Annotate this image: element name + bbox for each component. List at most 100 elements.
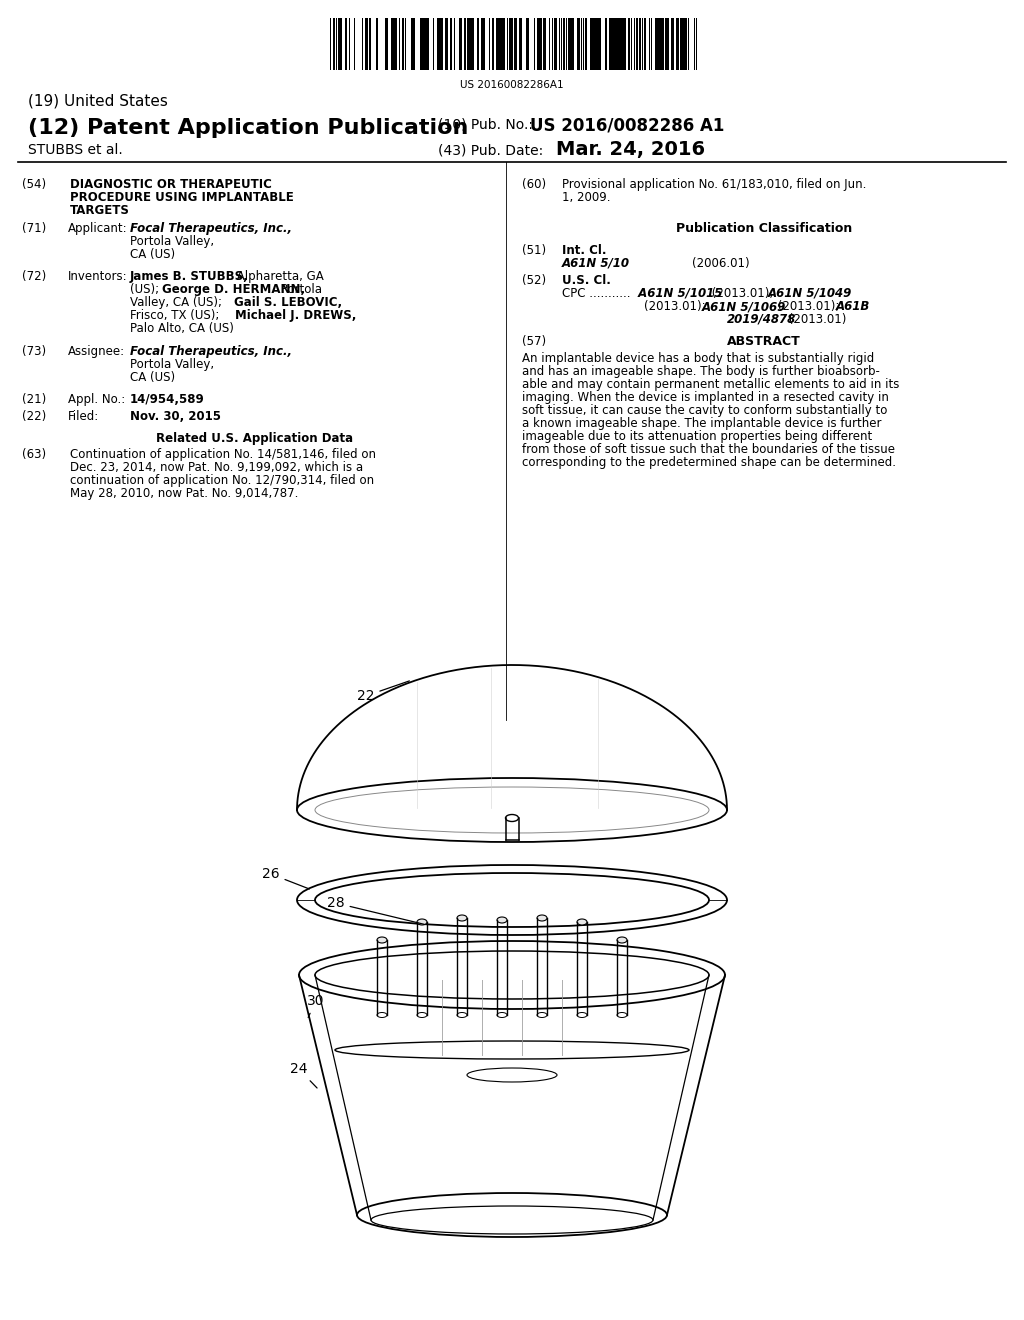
Text: Michael J. DREWS,: Michael J. DREWS,: [234, 309, 356, 322]
Bar: [420, 18, 422, 70]
Text: May 28, 2010, now Pat. No. 9,014,787.: May 28, 2010, now Pat. No. 9,014,787.: [70, 487, 298, 500]
Text: (US);: (US);: [130, 282, 163, 296]
Bar: [654, 18, 656, 70]
Bar: [570, 18, 571, 70]
Bar: [526, 18, 528, 70]
Text: CA (US): CA (US): [130, 248, 175, 261]
Text: (12) Patent Application Publication: (12) Patent Application Publication: [28, 117, 468, 139]
Bar: [623, 18, 624, 70]
Ellipse shape: [417, 919, 427, 925]
Bar: [677, 18, 678, 70]
Bar: [539, 18, 543, 70]
Bar: [610, 18, 613, 70]
Bar: [499, 18, 502, 70]
Text: Appl. No.:: Appl. No.:: [68, 393, 125, 407]
Bar: [578, 18, 579, 70]
Bar: [366, 18, 368, 70]
Text: Filed:: Filed:: [68, 411, 99, 422]
Bar: [680, 18, 681, 70]
Text: Publication Classification: Publication Classification: [676, 222, 852, 235]
Bar: [440, 18, 443, 70]
Bar: [625, 18, 626, 70]
Bar: [681, 18, 683, 70]
Bar: [644, 18, 645, 70]
Text: Portola: Portola: [278, 282, 322, 296]
Text: Portola Valley,: Portola Valley,: [130, 358, 214, 371]
Text: (60): (60): [522, 178, 546, 191]
Bar: [437, 18, 438, 70]
Bar: [662, 18, 664, 70]
Bar: [401, 18, 402, 70]
Bar: [515, 18, 517, 70]
Bar: [507, 18, 508, 70]
Bar: [511, 18, 512, 70]
Bar: [563, 18, 564, 70]
Text: 14/954,589: 14/954,589: [130, 393, 205, 407]
Text: Frisco, TX (US);: Frisco, TX (US);: [130, 309, 223, 322]
Bar: [502, 18, 504, 70]
Text: ABSTRACT: ABSTRACT: [727, 335, 801, 348]
Bar: [469, 18, 470, 70]
Bar: [366, 18, 368, 70]
Bar: [412, 18, 414, 70]
Bar: [502, 18, 505, 70]
Text: (2013.01): (2013.01): [785, 313, 847, 326]
Text: (19) United States: (19) United States: [28, 92, 168, 108]
Text: (52): (52): [522, 275, 546, 286]
Text: Dec. 23, 2014, now Pat. No. 9,199,092, which is a: Dec. 23, 2014, now Pat. No. 9,199,092, w…: [70, 461, 364, 474]
Ellipse shape: [537, 915, 547, 921]
Text: U.S. Cl.: U.S. Cl.: [562, 275, 611, 286]
Bar: [450, 18, 453, 70]
Text: a known imageable shape. The implantable device is further: a known imageable shape. The implantable…: [522, 417, 882, 430]
Bar: [395, 18, 397, 70]
Ellipse shape: [577, 919, 587, 925]
Bar: [625, 18, 626, 70]
Bar: [617, 18, 620, 70]
Bar: [666, 18, 667, 70]
Text: (2013.01);: (2013.01);: [644, 300, 710, 313]
Bar: [586, 18, 587, 70]
Bar: [594, 18, 595, 70]
Bar: [599, 18, 600, 70]
Bar: [399, 18, 400, 70]
Bar: [469, 18, 470, 70]
Text: (10) Pub. No.:: (10) Pub. No.:: [438, 117, 534, 131]
Bar: [385, 18, 388, 70]
Text: 1, 2009.: 1, 2009.: [562, 191, 610, 205]
Bar: [425, 18, 427, 70]
Bar: [376, 18, 378, 70]
Text: Focal Therapeutics, Inc.,: Focal Therapeutics, Inc.,: [130, 222, 292, 235]
Bar: [423, 18, 424, 70]
Text: Continuation of application No. 14/581,146, filed on: Continuation of application No. 14/581,1…: [70, 447, 376, 461]
Text: (22): (22): [22, 411, 46, 422]
Bar: [593, 18, 594, 70]
Text: imaging. When the device is implanted in a resected cavity in: imaging. When the device is implanted in…: [522, 391, 889, 404]
Bar: [391, 18, 392, 70]
Bar: [540, 18, 541, 70]
Bar: [414, 18, 415, 70]
Bar: [477, 18, 478, 70]
Bar: [644, 18, 645, 70]
Text: imageable due to its attenuation properties being different: imageable due to its attenuation propert…: [522, 430, 872, 444]
Text: corresponding to the predetermined shape can be determined.: corresponding to the predetermined shape…: [522, 455, 896, 469]
Bar: [599, 18, 600, 70]
Text: (2006.01): (2006.01): [692, 257, 750, 271]
Text: A61N 5/10: A61N 5/10: [562, 257, 630, 271]
Bar: [609, 18, 611, 70]
Bar: [413, 18, 415, 70]
Text: Focal Therapeutics, Inc.,: Focal Therapeutics, Inc.,: [130, 345, 292, 358]
Bar: [406, 18, 407, 70]
Text: Palo Alto, CA (US): Palo Alto, CA (US): [130, 322, 233, 335]
Text: (72): (72): [22, 271, 46, 282]
Text: 22: 22: [357, 681, 410, 704]
Bar: [622, 18, 623, 70]
Bar: [659, 18, 662, 70]
Bar: [571, 18, 573, 70]
Text: (73): (73): [22, 345, 46, 358]
Bar: [454, 18, 456, 70]
Bar: [541, 18, 543, 70]
Text: and has an imageable shape. The body is further bioabsorb-: and has an imageable shape. The body is …: [522, 366, 880, 378]
Text: Inventors:: Inventors:: [68, 271, 128, 282]
Text: 28: 28: [327, 896, 424, 924]
Bar: [496, 18, 499, 70]
